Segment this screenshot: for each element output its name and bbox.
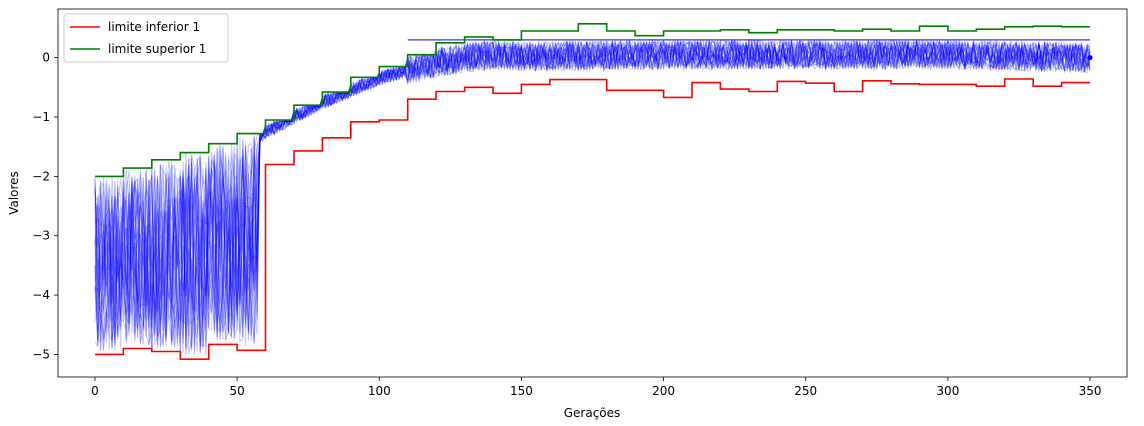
plot-background — [58, 9, 1127, 377]
population-line — [94, 39, 1091, 355]
population-line — [94, 40, 1091, 353]
population-line — [94, 39, 1091, 348]
population-line — [94, 38, 1091, 328]
x-tick-label: 150 — [510, 384, 533, 398]
population-line — [94, 38, 1091, 348]
population-line — [94, 38, 1091, 353]
population-line — [94, 39, 1091, 349]
legend-entry-label: limite inferior 1 — [108, 20, 200, 34]
population-line — [94, 39, 1091, 356]
population-line — [94, 39, 1091, 348]
y-tick-label: −4 — [32, 288, 50, 302]
population-line — [94, 39, 1091, 352]
x-tick-label: 350 — [1079, 384, 1102, 398]
legend-entry-label: limite superior 1 — [108, 42, 206, 56]
population-end-point — [1087, 55, 1093, 61]
plot-frame — [57, 8, 1128, 378]
x-tick-label: 250 — [794, 384, 817, 398]
legend: limite inferior 1 limite superior 1 — [63, 13, 229, 63]
x-tick-label: 300 — [936, 384, 959, 398]
x-tick-label: 100 — [368, 384, 391, 398]
x-tick-label: 50 — [229, 384, 244, 398]
y-tick-label: −2 — [32, 169, 50, 183]
population-line — [94, 39, 1091, 352]
population-line — [94, 38, 1091, 350]
population-line — [94, 38, 1091, 346]
population-line — [94, 39, 1091, 351]
series-line-2 — [95, 23, 1090, 178]
population-line — [94, 39, 1091, 351]
series-line-1 — [95, 78, 1090, 360]
y-axis-title: Valores — [7, 171, 21, 215]
population-line — [94, 38, 1091, 355]
population-line — [94, 39, 1091, 341]
population-line — [94, 39, 1091, 340]
x-axis-ticks: 0 50 100 150 200 250 300 350 — [91, 377, 1101, 398]
population-line — [94, 38, 1091, 347]
population-line — [94, 39, 1091, 348]
y-tick-label: 0 — [42, 51, 50, 65]
y-tick-label: −1 — [32, 110, 50, 124]
population-line — [94, 39, 1091, 351]
population-line — [94, 38, 1091, 345]
x-axis-title: Gerações — [564, 406, 621, 420]
population-line — [94, 38, 1091, 353]
population-line — [94, 38, 1091, 352]
y-axis-ticks: −5 −4 −3 −2 −1 0 — [32, 51, 58, 361]
population-line — [94, 38, 1091, 351]
population-line — [94, 38, 1091, 355]
series-lines — [95, 23, 1090, 360]
population-line — [94, 38, 1091, 348]
legend-box — [63, 13, 229, 63]
population-lines — [94, 38, 1093, 356]
x-tick-label: 0 — [91, 384, 99, 398]
x-tick-label: 200 — [652, 384, 675, 398]
y-tick-label: −5 — [32, 347, 50, 361]
population-line — [94, 39, 1091, 344]
population-line — [94, 38, 1091, 351]
y-tick-label: −3 — [32, 229, 50, 243]
population-line — [94, 39, 1091, 348]
